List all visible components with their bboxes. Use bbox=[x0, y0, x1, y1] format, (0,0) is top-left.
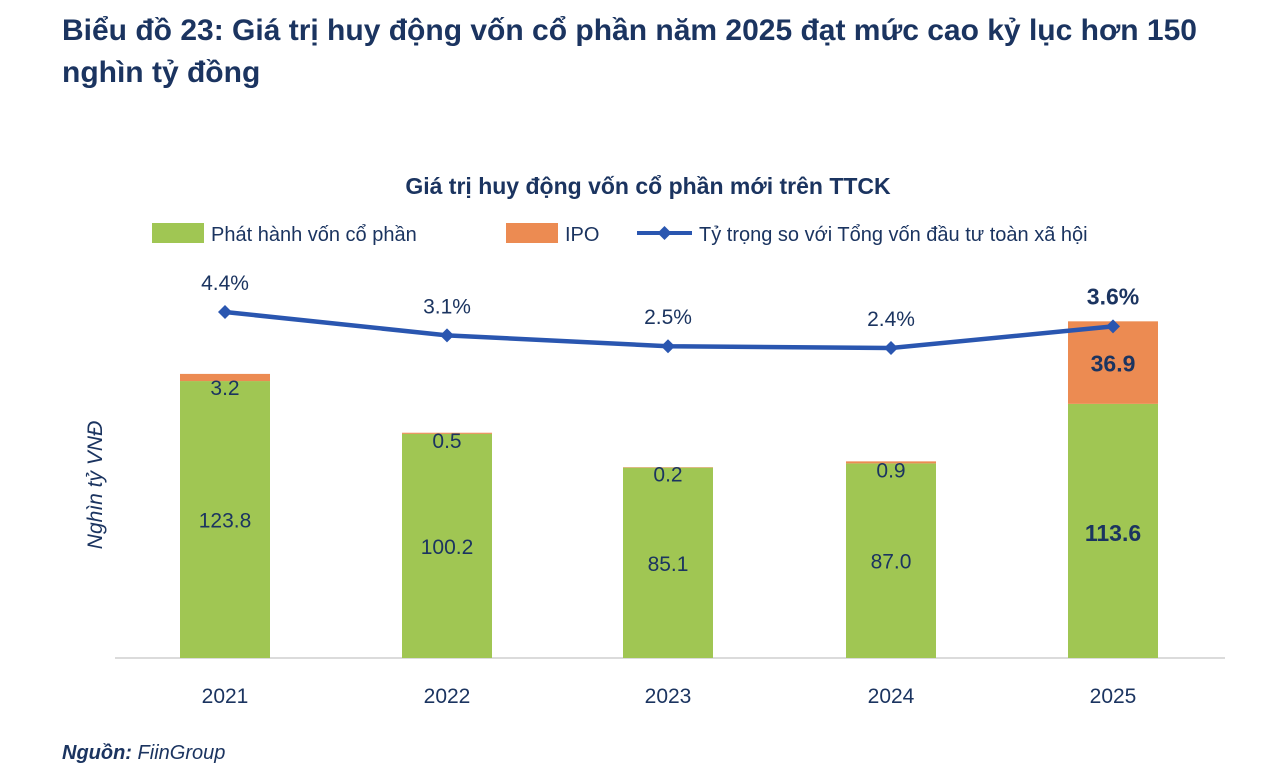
legend-label-ratio: Tỷ trọng so với Tổng vốn đầu tư toàn xã … bbox=[699, 224, 1088, 246]
label-ipo-2025: 36.9 bbox=[1091, 351, 1136, 377]
x-tick-2021: 2021 bbox=[202, 685, 249, 708]
ratio-marker-2022 bbox=[440, 328, 454, 343]
legend-marker-ratio bbox=[657, 226, 672, 240]
bar-equity-2023 bbox=[623, 467, 713, 658]
bar-ipo-2024 bbox=[846, 461, 936, 464]
label-ipo-2022: 0.5 bbox=[432, 430, 461, 453]
label-equity-2022: 100.2 bbox=[421, 536, 474, 559]
source-note: Nguồn: FiinGroup bbox=[62, 742, 225, 765]
label-ipo-2021: 3.2 bbox=[210, 377, 239, 400]
page-title: Biểu đồ 23: Giá trị huy động vốn cổ phần… bbox=[62, 14, 1197, 89]
legend-label-equity: Phát hành vốn cổ phần bbox=[211, 224, 417, 246]
bar-equity-2025 bbox=[1068, 403, 1158, 658]
bar-equity-2022 bbox=[402, 433, 492, 658]
label-equity-2021: 123.8 bbox=[199, 510, 252, 533]
x-tick-2023: 2023 bbox=[645, 685, 692, 708]
source-value: FiinGroup bbox=[137, 742, 226, 764]
source-label: Nguồn: bbox=[62, 742, 132, 764]
y-axis-label: Nghìn tỷ VNĐ bbox=[84, 421, 107, 549]
bar-equity-2021 bbox=[180, 381, 270, 658]
bar-ipo-2025 bbox=[1068, 321, 1158, 404]
bar-equity-2024 bbox=[846, 463, 936, 658]
x-tick-2024: 2024 bbox=[868, 685, 915, 708]
label-ipo-2023: 0.2 bbox=[653, 464, 682, 487]
x-tick-2025: 2025 bbox=[1090, 685, 1137, 708]
ratio-label-2025: 3.6% bbox=[1087, 283, 1139, 309]
label-equity-2024: 87.0 bbox=[871, 551, 912, 574]
x-tick-2022: 2022 bbox=[424, 685, 471, 708]
label-equity-2023: 85.1 bbox=[648, 553, 689, 576]
ratio-marker-2023 bbox=[661, 339, 675, 354]
ratio-label-2022: 3.1% bbox=[423, 295, 471, 318]
label-ipo-2024: 0.9 bbox=[876, 459, 905, 482]
bar-ipo-2021 bbox=[180, 373, 270, 382]
bar-ipo-2022 bbox=[402, 432, 492, 434]
ratio-label-2023: 2.5% bbox=[644, 306, 692, 329]
label-equity-2025: 113.6 bbox=[1085, 520, 1141, 546]
ratio-marker-2024 bbox=[884, 341, 898, 355]
ratio-label-2024: 2.4% bbox=[867, 308, 915, 331]
ratio-marker-2025 bbox=[1106, 319, 1120, 334]
legend-swatch-ipo bbox=[506, 223, 558, 243]
legend-label-ipo: IPO bbox=[565, 224, 599, 246]
legend-swatch-equity bbox=[152, 223, 204, 243]
ratio-label-2021: 4.4% bbox=[201, 272, 249, 295]
ratio-marker-2021 bbox=[218, 305, 232, 319]
chart-title: Giá trị huy động vốn cổ phần mới trên TT… bbox=[405, 173, 891, 199]
